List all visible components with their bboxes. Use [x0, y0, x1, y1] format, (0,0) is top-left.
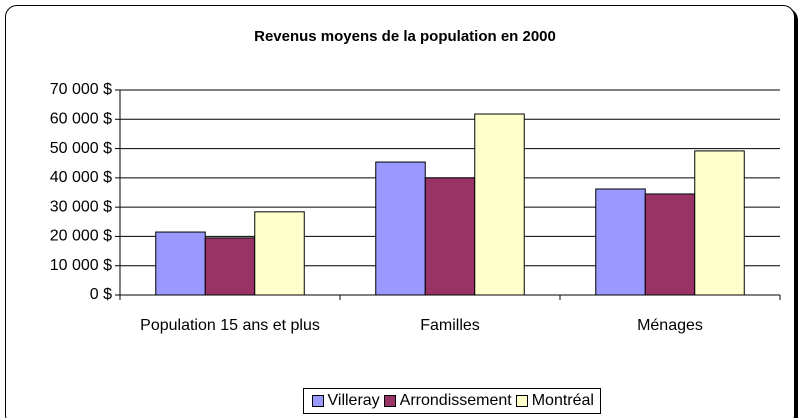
- x-tick-label: Familles: [420, 317, 480, 334]
- y-tick-label: 0 $: [90, 286, 112, 303]
- bar: [204, 237, 256, 296]
- bar: [254, 211, 305, 296]
- y-tick-label: 60 000 $: [50, 111, 112, 128]
- legend: Villeray Arrondissement Montréal: [302, 388, 601, 414]
- bar: [474, 113, 525, 296]
- y-tick-label: 30 000 $: [50, 198, 112, 215]
- legend-swatch: [383, 395, 396, 407]
- bar: [595, 188, 646, 296]
- y-tick-label: 20 000 $: [50, 228, 112, 245]
- x-tick-label: Ménages: [637, 317, 703, 334]
- legend-swatch: [515, 395, 528, 407]
- bar: [375, 161, 426, 296]
- legend-label: Villeray: [327, 392, 380, 409]
- legend-label: Arrondissement: [399, 392, 512, 409]
- bar: [694, 150, 745, 296]
- legend-label: Montréal: [531, 392, 594, 409]
- bar: [155, 231, 206, 296]
- y-tick-label: 40 000 $: [50, 169, 112, 186]
- y-tick-label: 70 000 $: [50, 81, 112, 98]
- chart-title: Revenus moyens de la population en 2000: [254, 28, 556, 45]
- bar: [424, 177, 476, 296]
- y-tick-label: 10 000 $: [50, 257, 112, 274]
- y-tick-label: 50 000 $: [50, 140, 112, 157]
- legend-swatch: [311, 395, 324, 407]
- x-tick-label: Population 15 ans et plus: [140, 317, 320, 334]
- bar: [644, 193, 696, 296]
